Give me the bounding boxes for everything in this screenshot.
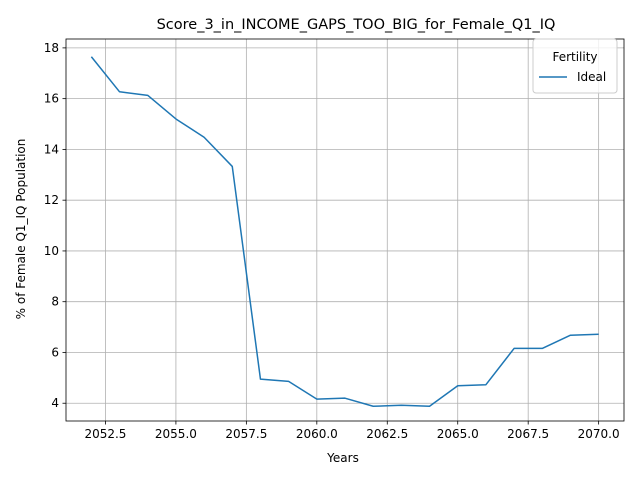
- x-tick-label: 2062.5: [366, 427, 408, 441]
- plot-area-frame: [65, 38, 625, 422]
- legend-entry-ideal: Ideal: [577, 70, 606, 84]
- x-tick-label: 2067.5: [507, 427, 549, 441]
- y-tick-label: 16: [44, 92, 59, 106]
- legend: Fertility Ideal: [532, 38, 618, 94]
- y-tick-label: 8: [51, 295, 59, 309]
- y-tick-label: 12: [44, 193, 59, 207]
- y-tick-label: 14: [44, 142, 59, 156]
- grid: [66, 39, 624, 421]
- chart-title: Score_3_in_INCOME_GAPS_TOO_BIG_for_Femal…: [157, 17, 556, 33]
- x-tick-label: 2065.0: [437, 427, 479, 441]
- y-tick-label: 10: [44, 244, 59, 258]
- y-axis-label: % of Female Q1_IQ Population: [14, 139, 28, 320]
- x-tick-label: 2057.5: [225, 427, 267, 441]
- x-tick-label: 2060.0: [296, 427, 338, 441]
- axis-ticks: 2052.5 2055.0 2057.5 2060.0 2062.5 2065.0 2067…: [44, 41, 620, 441]
- y-tick-label: 18: [44, 41, 59, 55]
- legend-title: Fertility: [552, 50, 597, 64]
- x-tick-label: 2055.0: [155, 427, 197, 441]
- x-tick-label: 2070.0: [578, 427, 620, 441]
- legend-box: [532, 38, 618, 94]
- y-tick-label: 6: [51, 345, 59, 359]
- series-line-ideal: [90, 56, 599, 408]
- series-lines: [90, 56, 599, 408]
- x-axis-label: Years: [326, 451, 359, 465]
- x-tick-label: 2052.5: [84, 427, 126, 441]
- y-tick-label: 4: [51, 396, 59, 410]
